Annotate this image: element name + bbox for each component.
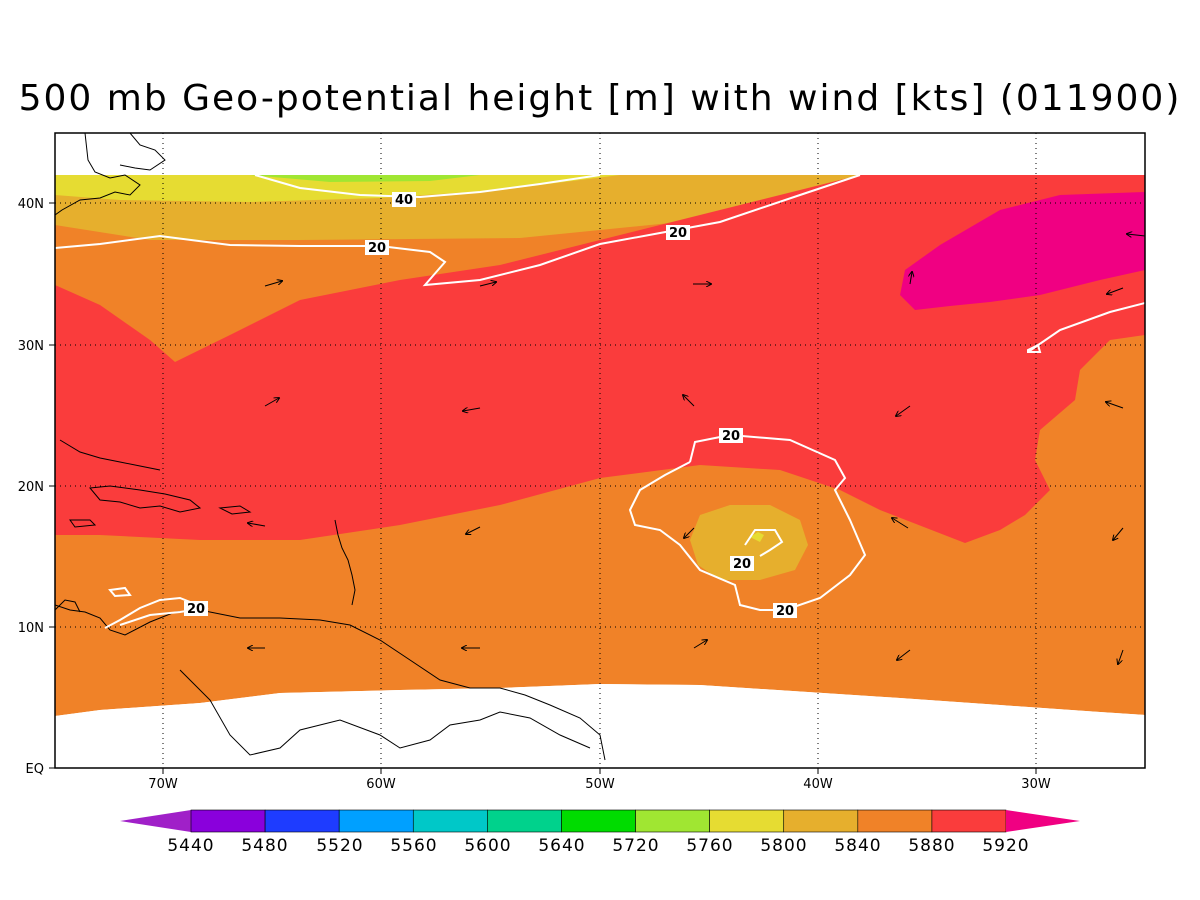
colorbar-label: 5840 [834,836,881,856]
lat-label: 20N [18,480,44,495]
colorbar-label: 5640 [538,836,585,856]
coastline-jamaica [69,519,97,528]
colorbar-swatch [487,809,562,833]
colorbar-labels: 5440 5480 5520 5560 5600 5640 5720 5760 … [167,836,1029,856]
lon-label: 50W [585,777,615,792]
lat-label: 30N [18,339,44,354]
wind-arrow [683,395,695,407]
contour-label: 40 [395,193,413,208]
colorbar-label: 5600 [464,836,511,856]
missing-data-region [55,684,1145,768]
colorbar-label: 5800 [760,836,807,856]
contour-label-box: 20 [730,556,754,572]
wind-arrow [892,518,909,529]
colorbar-label: 5560 [390,836,437,856]
contour-label-box: 20 [184,601,208,617]
colorbar-label: 5760 [686,836,733,856]
coastline-puerto-rico [218,505,252,515]
contour-label: 20 [187,602,205,617]
wind-arrow [264,281,282,287]
coastline-venezuela-interior [179,669,591,756]
height-band-5800-core [750,532,764,542]
contour-label-box: 20 [666,225,690,241]
map-title: 500 mb Geo-potential height [m] with win… [18,78,1182,119]
coastline-north-america [55,133,141,216]
wind-arrow [479,282,496,287]
colorbar-swatch [931,809,1007,833]
coastline-nova-scotia [119,133,166,171]
contour-label: 20 [368,241,386,256]
coastline-hispaniola [89,485,202,513]
wind-arrow [1127,234,1146,236]
contour-label: 20 [776,604,794,619]
wind-contour-40 [254,174,601,199]
colorbar-swatch [264,809,340,833]
grid [55,133,1145,768]
colorbar-label: 5440 [167,836,214,856]
colorbar-label: 5720 [612,836,659,856]
wind-arrow [466,526,481,534]
colorbar-arrow-high [1006,810,1080,832]
height-band-5840-low [690,505,808,580]
colorbar-swatch [338,809,414,833]
height-band-5800 [55,175,620,202]
contour-label-box: 20 [719,428,743,444]
wind-arrow [910,272,912,285]
wind-arrow [684,527,695,538]
latitude-labels: EQ 10N 20N 30N 40N [18,197,44,777]
colorbar [120,809,1080,833]
colorbar-label: 5480 [241,836,288,856]
wind-arrow [1118,649,1124,664]
colorbar-label: 5880 [908,836,955,856]
coastline-cuba [59,439,161,471]
colorbar-swatch [561,809,636,833]
coastline-panama [55,599,81,613]
colorbar-swatch [190,809,266,833]
wind-contour-20-caribbean-small [108,586,132,598]
colorbar-swatch [412,809,488,833]
lon-label: 30W [1021,777,1051,792]
colorbar-arrow-low [120,810,191,832]
colorbar-swatch [783,809,859,833]
lat-label: 40N [18,197,44,212]
contour-label-group: 40 20 20 20 20 20 20 [184,192,797,619]
wind-arrow [693,640,707,649]
contour-label-box: 20 [773,603,797,619]
contour-label: 20 [733,557,751,572]
height-field [55,175,1145,768]
coastline-antilles [334,519,356,606]
colorbar-swatch [635,809,710,833]
lon-label: 40W [803,777,833,792]
contour-label-box: 20 [365,240,389,256]
wind-arrow [1106,402,1124,409]
wind-arrow [1113,527,1124,540]
height-band-5760 [250,175,480,182]
lon-label: 60W [366,777,396,792]
colorbar-swatch [709,809,785,833]
wind-arrow [897,649,911,660]
axis-ticks [49,202,1037,774]
wind-arrow [1107,287,1124,294]
contour-label: 20 [669,226,687,241]
wind-arrow [896,405,911,416]
wind-arrow [463,408,481,411]
lon-label: 70W [148,777,178,792]
wind-contour-20-loop [1027,343,1042,353]
longitude-labels: 70W 60W 50W 40W 30W [148,777,1051,792]
colorbar-label: 5520 [316,836,363,856]
wind-arrow [264,398,279,407]
colorbar-label: 5920 [982,836,1029,856]
wind-vectors [248,234,1146,664]
colorbar-swatch [857,809,933,833]
height-band-5960 [900,192,1145,310]
contour-label-box: 40 [392,192,416,208]
lat-label: EQ [26,762,44,777]
wind-arrow [248,523,266,526]
wind-contour-20-inner [744,529,784,557]
wind-contour-20-caribbean [104,596,209,629]
contour-label: 20 [722,429,740,444]
lat-label: 10N [18,621,44,636]
wind-contour-20-east [1027,302,1145,353]
